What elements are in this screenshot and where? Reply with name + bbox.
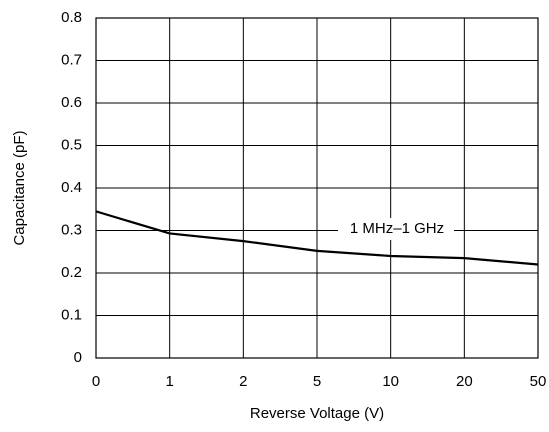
line [95,210,539,266]
x-tick-label: 2 [239,373,247,390]
label-background [338,218,454,240]
y-tick-label: 0.3 [61,221,82,238]
x-tick-label: 10 [382,373,399,390]
x-tick-label: 0 [92,373,100,390]
series-label: 1 MHz–1 GHz [350,220,444,237]
x-tick-label: 20 [456,373,473,390]
y-tick-label: 0.5 [61,136,82,153]
y-tick-label: 0.2 [61,264,82,281]
y-tick-label: 0.7 [61,51,82,68]
x-tick-label: 1 [165,373,173,390]
y-tick-label: 0.1 [61,306,82,323]
x-tick-label: 5 [313,373,321,390]
x-axis-title: Reverse Voltage (V) [250,405,384,422]
y-tick-label: 0.4 [61,179,82,196]
x-tick-label: 50 [530,373,547,390]
y-axis-title: Capacitance (pF) [11,130,28,245]
y-tick-label: 0.8 [61,9,82,26]
y-tick-label: 0 [74,349,82,366]
y-tick-label: 0.6 [61,94,82,111]
